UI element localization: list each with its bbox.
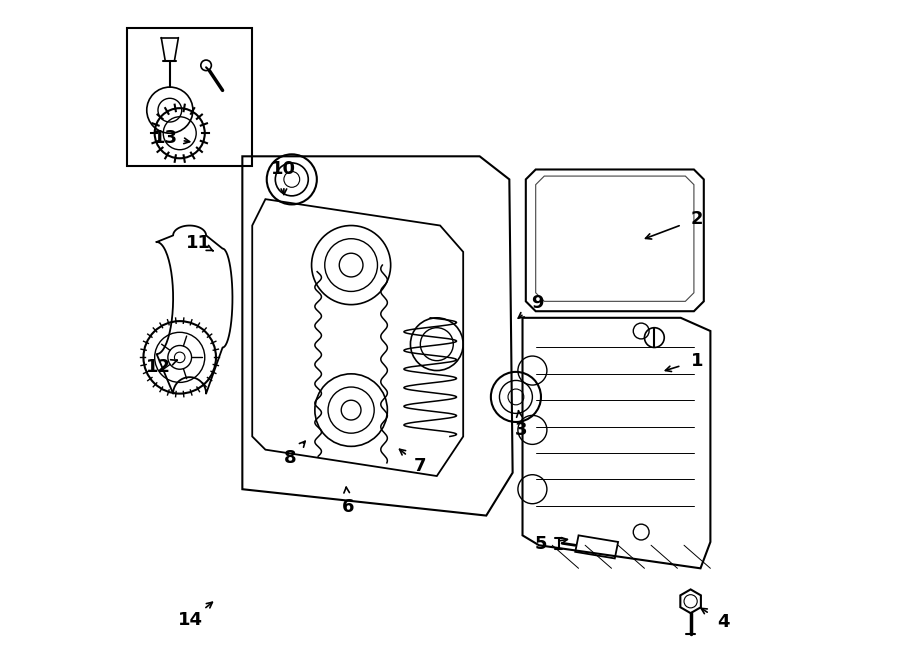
Text: 9: 9 xyxy=(531,295,544,312)
Text: 4: 4 xyxy=(717,614,730,632)
Text: 10: 10 xyxy=(272,160,296,179)
Text: 5: 5 xyxy=(535,535,547,553)
Text: 14: 14 xyxy=(178,611,203,629)
Text: 12: 12 xyxy=(146,358,171,376)
Text: 7: 7 xyxy=(414,457,427,475)
Polygon shape xyxy=(680,589,701,613)
Text: 11: 11 xyxy=(185,234,211,252)
Text: 8: 8 xyxy=(284,449,297,467)
Text: 6: 6 xyxy=(342,498,354,516)
Text: 3: 3 xyxy=(515,421,527,439)
Text: 1: 1 xyxy=(691,352,704,369)
Text: 2: 2 xyxy=(691,210,704,228)
Text: 13: 13 xyxy=(153,129,177,147)
